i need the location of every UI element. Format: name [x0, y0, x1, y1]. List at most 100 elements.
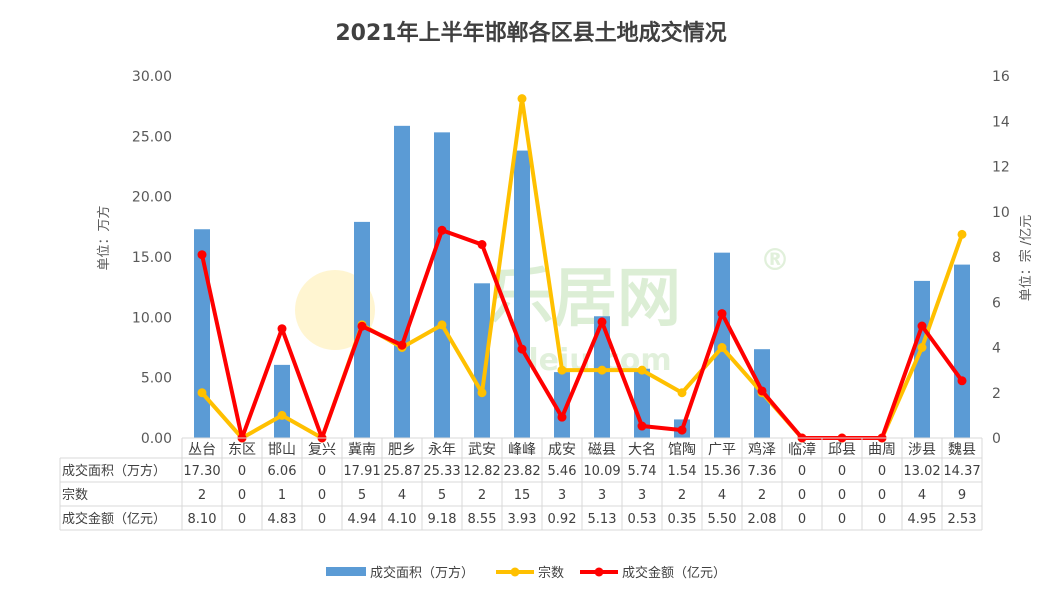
legend: 成交面积（万方） 宗数 成交金额（亿元） [326, 565, 726, 581]
bar [514, 150, 530, 438]
category-label: 鸡泽 [748, 441, 776, 458]
table-cell: 8.55 [468, 512, 497, 527]
bar [554, 372, 570, 438]
left-tick-label: 15.00 [132, 250, 172, 266]
right-tick-label: 6 [992, 295, 1001, 311]
legend-swatch-bar [326, 567, 366, 576]
table-cell: 25.87 [383, 464, 420, 479]
table-cell: 15.36 [703, 464, 740, 479]
table-cell: 0 [838, 488, 846, 503]
category-label: 邱县 [828, 442, 856, 458]
category-label: 永年 [428, 442, 456, 458]
table-cell: 25.33 [423, 464, 460, 479]
legend-label: 成交面积（万方） [370, 565, 474, 581]
table-cell: 5.46 [548, 464, 577, 479]
right-tick-label: 0 [992, 431, 1001, 447]
chart-title: 2021年上半年邯郸各区县土地成交情况 [335, 20, 726, 46]
table-cell: 0 [238, 488, 246, 503]
table-cell: 0 [798, 464, 806, 479]
series-point [757, 386, 767, 396]
category-label: 魏县 [948, 442, 976, 458]
category-label: 成安 [548, 442, 576, 458]
table-cell: 0.92 [548, 512, 577, 527]
series-point [477, 240, 487, 250]
table-cell: 15 [514, 488, 531, 503]
left-tick-label: 5.00 [141, 371, 172, 387]
table-cell: 0 [318, 512, 326, 527]
table-cell: 5 [358, 488, 366, 503]
bar [594, 316, 610, 438]
category-label: 大名 [628, 442, 656, 458]
table-row-label: 宗数 [62, 487, 88, 503]
table-cell: 0 [238, 512, 246, 527]
table-cell: 5 [438, 488, 446, 503]
series-point [717, 309, 727, 319]
right-tick-label: 8 [992, 250, 1001, 266]
table-cell: 4.83 [268, 512, 297, 527]
table-cell: 3 [598, 488, 606, 503]
table-cell: 0 [798, 512, 806, 527]
category-label: 磁县 [588, 442, 616, 458]
right-tick-label: 10 [992, 205, 1010, 221]
plot-area: 0.00 5.00 10.00 15.00 20.00 25.00 30.00 0 2 4 6 8 10… [96, 69, 1034, 447]
series-point [437, 320, 447, 330]
legend-swatch-marker [510, 567, 520, 577]
category-label: 馆陶 [668, 442, 696, 458]
series-point [917, 343, 927, 352]
table-cell: 5.74 [628, 464, 657, 479]
table-cell: 1 [278, 488, 286, 503]
table-cell: 4.94 [348, 512, 377, 527]
table-cell: 0 [318, 488, 326, 503]
category-label: 丛台 [188, 442, 216, 458]
table-cell: 3 [558, 488, 566, 503]
table-cell: 9.18 [428, 512, 457, 527]
data-table: 丛台 东区 邯山 复兴 冀南 肥乡 永年 武安 峰峰 成安 磁县 大名 馆陶 广平 鸡泽 临漳 邱县 曲周 涉县 魏县… [59, 437, 983, 531]
right-axis-title: 单位：宗 /亿元 [1018, 215, 1034, 302]
series-point [557, 412, 567, 422]
series-point [637, 365, 647, 375]
watermark-reg: ® [760, 243, 790, 278]
series-point [197, 388, 207, 398]
table-cell: 4 [718, 488, 726, 503]
table-cell: 2 [758, 488, 766, 503]
table-cell: 5.13 [588, 512, 617, 527]
table-cell: 6.06 [268, 464, 297, 479]
series-point [957, 376, 967, 386]
table-cell: 7.36 [748, 464, 777, 479]
bar [394, 125, 410, 439]
legend-swatch-marker [594, 567, 604, 577]
legend-label: 宗数 [538, 565, 564, 581]
table-cell: 0 [838, 512, 846, 527]
series-point [477, 388, 487, 398]
series-point [197, 250, 207, 260]
left-tick-label: 0.00 [141, 431, 172, 447]
right-tick-label: 16 [992, 69, 1010, 85]
table-cell: 4 [918, 488, 926, 503]
bar [474, 283, 490, 438]
bar [914, 280, 930, 438]
series-point [437, 225, 447, 235]
category-label: 涉县 [908, 442, 936, 458]
series-point [957, 229, 967, 239]
table-cell: 4.10 [388, 512, 417, 527]
bar [434, 132, 450, 439]
left-tick-label: 10.00 [132, 310, 172, 326]
table-cell: 17.91 [343, 464, 380, 479]
table-cell: 2 [478, 488, 486, 503]
table-cell: 4.95 [908, 512, 937, 527]
series-point [517, 94, 527, 104]
category-label: 峰峰 [508, 442, 536, 458]
series-point [717, 343, 727, 352]
table-cell: 0 [318, 464, 326, 479]
table-cell: 4 [398, 488, 406, 503]
category-label: 武安 [468, 442, 496, 458]
series-point [637, 421, 647, 431]
left-tick-label: 20.00 [132, 190, 172, 206]
table-cell: 3.93 [508, 512, 537, 527]
table-cell: 9 [958, 488, 966, 503]
table-cell: 14.37 [943, 464, 980, 479]
left-tick-label: 30.00 [132, 69, 172, 85]
left-tick-label: 25.00 [132, 129, 172, 145]
right-tick-label: 12 [992, 160, 1010, 176]
series-point [357, 321, 367, 331]
